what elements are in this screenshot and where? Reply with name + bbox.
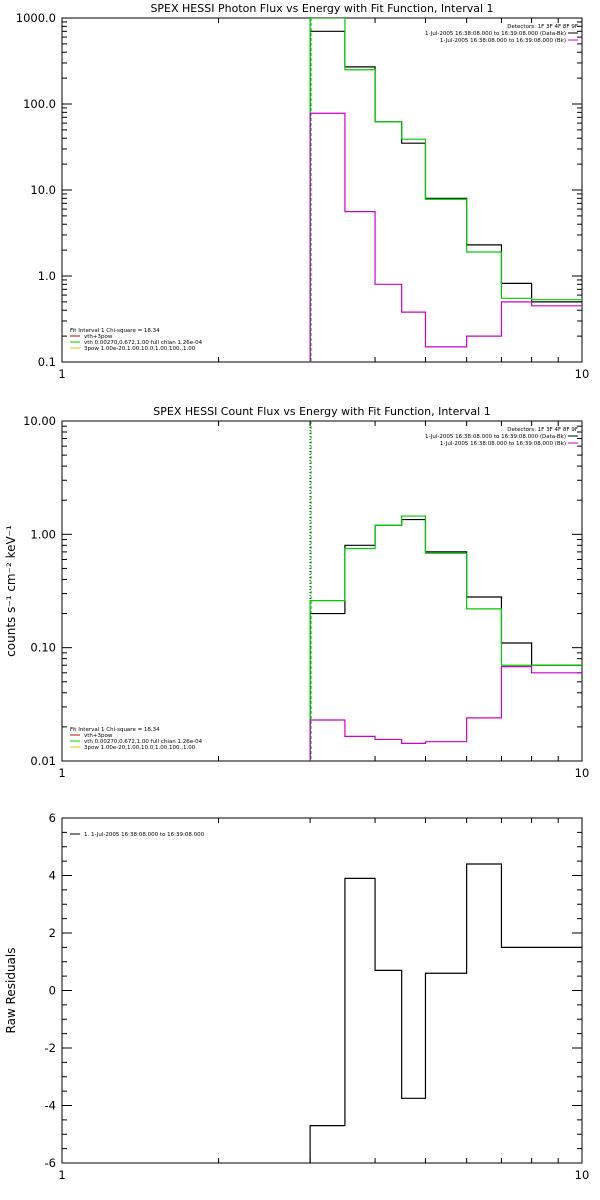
x-tick-label: 1 [58,766,65,780]
y-tick-label: 2 [49,926,56,940]
fit-legend-entry: 3pow 1.00e-20,1.00,10.0,1.00,100.,1.00 [84,745,196,751]
legend-entry: 1-Jul-2005 16:38:08.000 to 16:39:08.000 … [425,434,566,440]
y-tick-label: 0 [49,984,56,998]
legend-entry: 1-Jul-2005 16:38:08.000 to 16:39:08.000 … [440,441,566,447]
chart-title-1: SPEX HESSI Photon Flux vs Energy with Fi… [150,2,493,15]
y-tick-label: 1.0 [38,269,56,283]
x-tick-label: 10 [575,1168,590,1182]
y-tick-label: 10.0 [30,183,56,197]
step-series-3 [309,666,582,761]
step-series-1 [309,518,582,761]
legend-entry: 1-Jul-2005 16:38:08.000 to 16:39:08.000 … [425,31,566,37]
step-series-2 [309,515,582,761]
legend-entry: 1-Jul-2005 16:38:08.000 to 16:39:08.000 … [440,38,566,44]
step-series-3 [309,112,582,362]
fit-legend-entry: 3pow 1.00e-20,1.00,10.0,1.00,100.,1.00 [84,346,196,352]
fit-legend-entry: vth+3pow [84,334,113,340]
legend-header: Detectors: 1F 3F 4F 8F 9F [507,24,578,30]
y-axis-label-2: counts s⁻¹ cm⁻² keV⁻¹ [4,525,18,657]
y-tick-label: 1000.0 [16,11,56,25]
y-axis-label-3: Raw Residuals [4,948,18,1034]
y-tick-label: 10.00 [23,414,56,428]
y-tick-label: 0.1 [38,355,56,369]
y-tick-label: 0.01 [30,754,56,768]
step-series-1 [309,863,582,1163]
x-tick-label: 10 [575,766,590,780]
y-tick-label: 100.0 [23,97,56,111]
fit-legend-entry: vth 0.00270,0.672,1.00 full chian 1.26e-… [84,739,203,745]
fit-legend-entry: vth+3pow [84,733,113,739]
x-tick-label: 1 [58,1168,65,1182]
y-tick-label: -6 [45,1156,56,1170]
fit-legend-header: Fit Interval 1 Chi-square = 18.34 [70,727,160,733]
plot-frame-2 [61,420,583,762]
step-series-2 [309,18,582,362]
x-tick-label: 10 [575,367,590,381]
y-tick-label: 6 [49,811,56,825]
y-tick-label: 0.10 [30,641,56,655]
plot-frame-1 [61,17,583,363]
fit-legend-entry: vth 0.00270,0.672,1.00 full chian 1.26e-… [84,340,203,346]
legend-header: Detectors: 1F 3F 4F 8F 9F [507,427,578,433]
y-tick-label: -4 [45,1099,56,1113]
y-tick-label: 4 [49,869,56,883]
residual-legend-entry: 1. 1-Jul-2005 16:38:08.000 to 16:39:08.0… [84,832,205,838]
plot-frame-3 [61,817,583,1164]
y-tick-label: -2 [45,1041,56,1055]
chart-title-2: SPEX HESSI Count Flux vs Energy with Fit… [153,405,490,418]
fit-legend-header: Fit Interval 1 Chi-square = 18.34 [70,328,160,334]
x-tick-label: 1 [58,367,65,381]
y-tick-label: 1.00 [30,527,56,541]
